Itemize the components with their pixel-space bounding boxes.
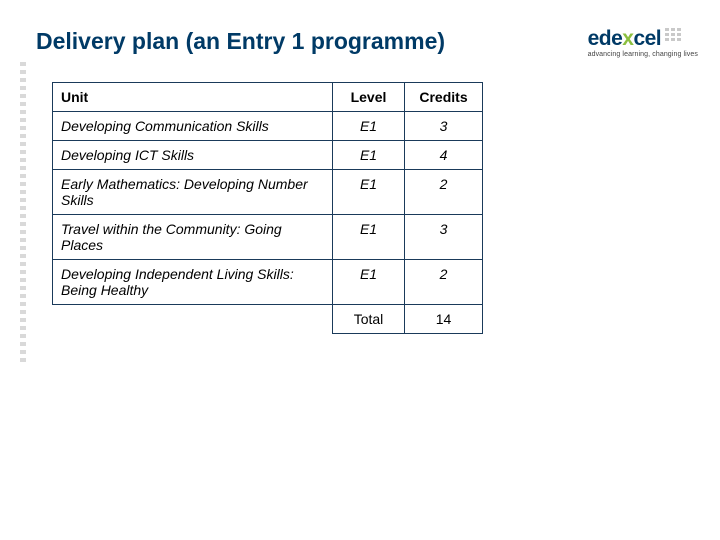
table-row: Early Mathematics: Developing Number Ski… bbox=[53, 170, 483, 215]
brand-suffix: cel bbox=[633, 27, 661, 50]
col-header-credits: Credits bbox=[405, 83, 483, 112]
table-header-row: Unit Level Credits bbox=[53, 83, 483, 112]
cell-unit: Early Mathematics: Developing Number Ski… bbox=[53, 170, 333, 215]
brand-prefix: ede bbox=[588, 27, 623, 50]
cell-level: E1 bbox=[333, 260, 405, 305]
brand-wordmark: edexcel bbox=[588, 28, 698, 49]
cell-total-spacer bbox=[53, 305, 333, 334]
table-row: Developing Independent Living Skills: Be… bbox=[53, 260, 483, 305]
table-row: Developing ICT Skills E1 4 bbox=[53, 141, 483, 170]
cell-credits: 3 bbox=[405, 215, 483, 260]
table-row: Travel within the Community: Going Place… bbox=[53, 215, 483, 260]
cell-credits: 4 bbox=[405, 141, 483, 170]
cell-unit: Travel within the Community: Going Place… bbox=[53, 215, 333, 260]
cell-unit: Developing ICT Skills bbox=[53, 141, 333, 170]
cell-credits: 2 bbox=[405, 260, 483, 305]
cell-level: E1 bbox=[333, 215, 405, 260]
page-title: Delivery plan (an Entry 1 programme) bbox=[36, 28, 445, 55]
table-total-row: Total 14 bbox=[53, 305, 483, 334]
vertical-rule bbox=[20, 62, 26, 364]
cell-level: E1 bbox=[333, 112, 405, 141]
brand-logo: edexcel advancing learning, changing liv… bbox=[588, 28, 698, 58]
cell-level: E1 bbox=[333, 141, 405, 170]
brand-tagline: advancing learning, changing lives bbox=[588, 51, 698, 58]
brand-accent: x bbox=[622, 27, 633, 50]
cell-total-value: 14 bbox=[405, 305, 483, 334]
brand-dots-icon bbox=[665, 28, 683, 42]
table-row: Developing Communication Skills E1 3 bbox=[53, 112, 483, 141]
delivery-plan-table: Unit Level Credits Developing Communicat… bbox=[52, 82, 483, 334]
cell-unit: Developing Communication Skills bbox=[53, 112, 333, 141]
cell-credits: 3 bbox=[405, 112, 483, 141]
col-header-level: Level bbox=[333, 83, 405, 112]
cell-credits: 2 bbox=[405, 170, 483, 215]
cell-total-label: Total bbox=[333, 305, 405, 334]
cell-unit: Developing Independent Living Skills: Be… bbox=[53, 260, 333, 305]
delivery-plan-table-wrap: Unit Level Credits Developing Communicat… bbox=[52, 82, 483, 334]
col-header-unit: Unit bbox=[53, 83, 333, 112]
cell-level: E1 bbox=[333, 170, 405, 215]
